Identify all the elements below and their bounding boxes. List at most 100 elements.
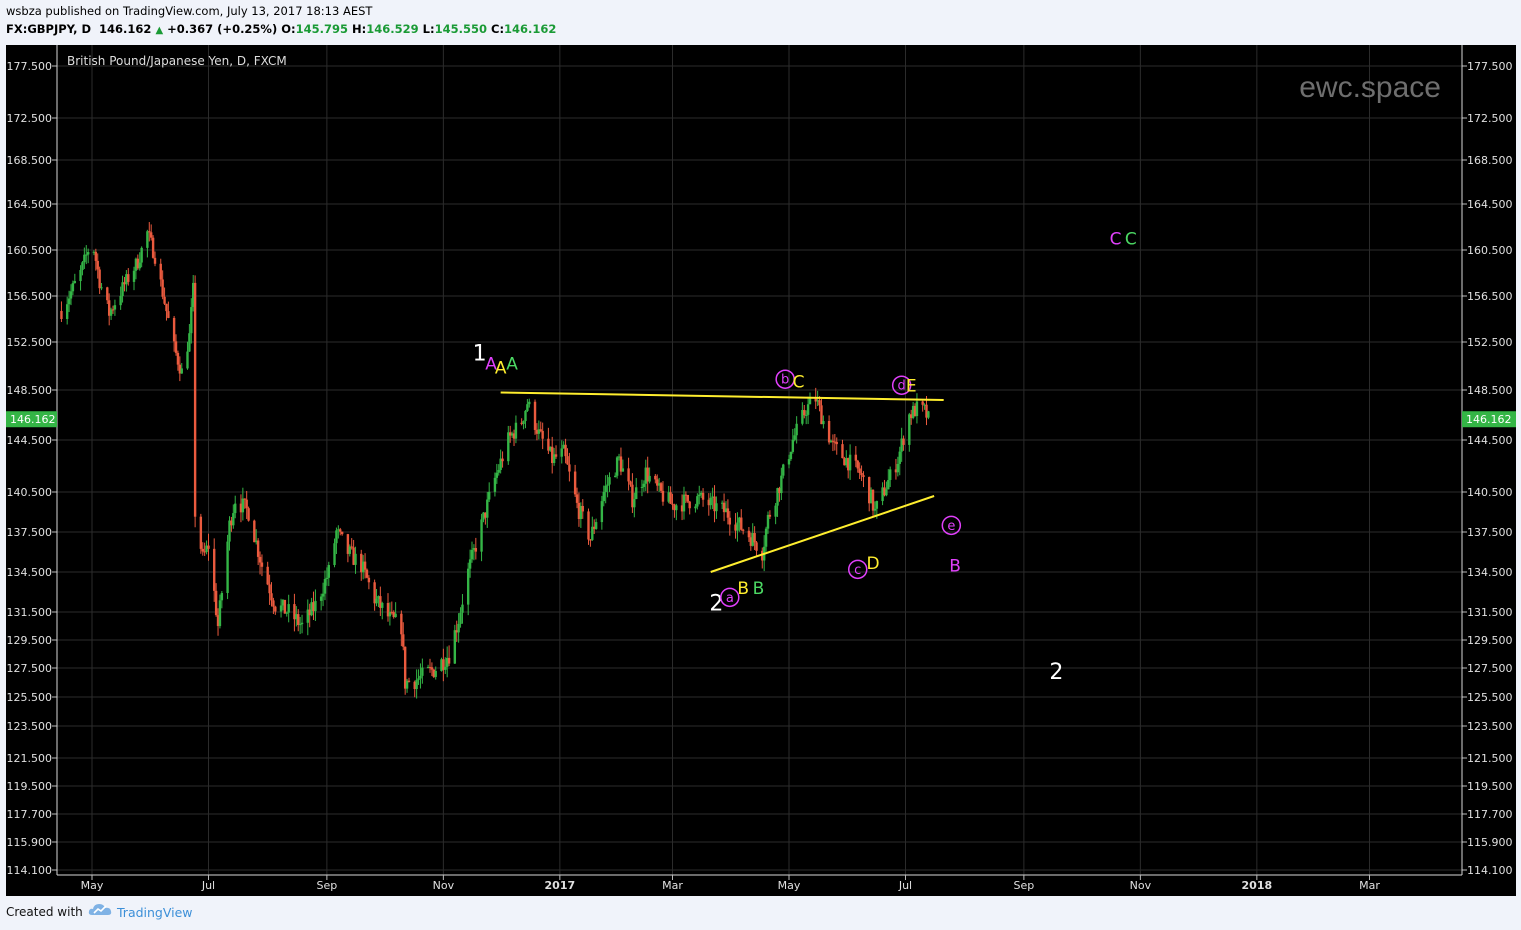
candle-body — [682, 494, 686, 512]
candle-body — [642, 483, 646, 487]
candle-body — [631, 484, 634, 508]
candle-body — [486, 499, 489, 518]
candle-body — [60, 310, 63, 319]
candle-body — [600, 501, 604, 523]
y-tick-label-right: 129.500 — [1467, 634, 1513, 647]
candle-body — [806, 404, 810, 415]
tradingview-link[interactable]: TradingView — [117, 905, 193, 920]
candle-body — [85, 254, 88, 256]
candle-body — [107, 300, 111, 316]
high-value: 146.529 — [366, 22, 419, 36]
candle-body — [845, 458, 848, 466]
publish-line: wsbza published on TradingView.com, July… — [6, 4, 373, 18]
candle-body — [109, 309, 113, 316]
candle-body — [680, 505, 684, 512]
candle-body — [707, 499, 710, 506]
candle-body — [365, 569, 369, 578]
price-chart[interactable]: 177.500 172.500 168.500 164.500 160.500 156.5… — [0, 42, 1521, 896]
last-price: 146.162 — [99, 22, 152, 36]
candle-body — [260, 562, 264, 567]
trendline[interactable] — [500, 391, 944, 401]
candle-body — [151, 237, 155, 258]
candle-body — [774, 505, 777, 517]
candle-body — [720, 502, 724, 504]
candle-body — [869, 489, 873, 504]
y-tick-label-left: 160.500 — [7, 244, 53, 257]
candle-body — [487, 491, 491, 500]
wave-label: E — [906, 376, 917, 396]
candle-body — [648, 475, 651, 482]
candle-body — [635, 487, 638, 500]
candle-body — [755, 542, 758, 551]
x-tick-label: May — [81, 879, 104, 892]
candle-body — [113, 305, 117, 310]
candle-body — [300, 622, 304, 625]
x-tick-label: Sep — [1014, 879, 1035, 892]
wave-label: B — [737, 579, 749, 599]
candle-body — [228, 520, 231, 542]
candle-body — [111, 309, 115, 311]
candle-body — [514, 422, 518, 439]
candle-body — [656, 479, 659, 486]
candle-body — [669, 492, 672, 504]
candle-body — [577, 502, 581, 520]
candle-body — [268, 584, 271, 594]
wave-label-circle — [720, 587, 740, 608]
candle-body — [243, 498, 246, 500]
candle-body — [308, 609, 311, 616]
candle-body — [736, 522, 739, 531]
candle-body — [841, 444, 844, 459]
candle-body — [226, 541, 229, 593]
candle-body — [407, 680, 411, 682]
wave-label: e — [947, 519, 955, 534]
candle-body — [295, 614, 298, 620]
candle-body — [466, 568, 470, 605]
candle-body — [148, 231, 151, 233]
candle-body — [507, 432, 510, 462]
candle-body — [428, 666, 432, 668]
x-tick-label: Jul — [898, 879, 912, 892]
left-price-axis[interactable] — [6, 45, 57, 875]
candle-body — [121, 282, 124, 296]
tradingview-cloud-icon[interactable] — [88, 902, 112, 918]
trendline[interactable] — [710, 495, 935, 573]
x-tick-label: Mar — [1359, 879, 1380, 892]
last-price-badge-text: 146.162 — [1466, 413, 1512, 426]
y-tick-label-right: 140.500 — [1467, 486, 1513, 499]
y-tick-label-right: 144.500 — [1467, 434, 1513, 447]
candle-body — [898, 451, 901, 464]
y-tick-label-right: 117.700 — [1467, 808, 1513, 821]
candle-body — [551, 446, 554, 463]
candle-body — [566, 456, 569, 465]
y-tick-label-left: 168.500 — [7, 154, 53, 167]
open-label: O: — [281, 22, 296, 36]
candle-body — [615, 457, 619, 476]
wave-label-circle — [891, 375, 912, 395]
candle-body — [474, 548, 478, 552]
candle-body — [321, 593, 325, 597]
candle-body — [883, 487, 886, 496]
candle-body — [554, 454, 558, 457]
candle-body — [293, 604, 296, 620]
candle-body — [696, 496, 699, 507]
candle-body — [386, 602, 390, 617]
candle-body — [768, 514, 772, 517]
candle-body — [741, 529, 745, 531]
candle-body — [573, 471, 577, 495]
candle-body — [614, 475, 617, 478]
candle-body — [453, 630, 457, 664]
chart-area[interactable]: 177.500 172.500 168.500 164.500 160.500 156.5… — [0, 42, 1521, 896]
candle-body — [457, 623, 460, 633]
candle-body — [602, 491, 605, 502]
candle-body — [520, 422, 523, 424]
wave-label: 2 — [709, 592, 723, 617]
candle-body — [161, 279, 164, 297]
candle-body — [887, 479, 890, 490]
right-price-axis[interactable] — [1462, 45, 1516, 875]
candle-body — [868, 477, 871, 504]
candle-body — [873, 508, 877, 511]
candle-body — [174, 341, 178, 353]
candle-body — [776, 488, 779, 506]
candle-body — [537, 429, 541, 434]
watermark: ewc.space — [1299, 71, 1441, 104]
